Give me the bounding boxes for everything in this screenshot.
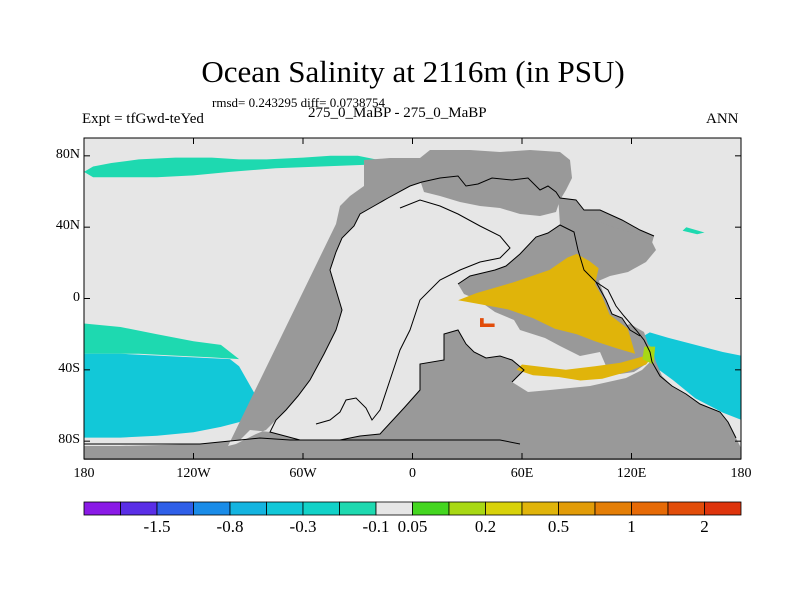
- experiment-label: Expt = tfGwd-teYed: [82, 111, 204, 127]
- coastlines: [84, 175, 737, 445]
- coastline-tethys: [457, 224, 641, 337]
- coastline-outer: [269, 175, 655, 441]
- colorbar-box: [120, 501, 158, 516]
- northern-landmass: [420, 150, 572, 216]
- salinity-regions: [84, 155, 741, 438]
- region-southeast-pacific: [640, 332, 741, 420]
- colorbar-box: [339, 501, 377, 516]
- colorbar-box: [594, 501, 632, 516]
- colorbar-box: [412, 501, 450, 516]
- stats-line: rmsd= 0.243295 diff= 0.0738754: [212, 95, 385, 110]
- colorbar-box: [266, 501, 304, 516]
- colorbar-label: -0.8: [216, 517, 244, 536]
- y-tick-label: 80S: [58, 432, 80, 448]
- period-label: 275_0_MaBP - 275_0_MaBP: [308, 105, 487, 121]
- region-north-pacific-patch: [682, 227, 705, 235]
- colorbar-label: -0.3: [289, 517, 317, 536]
- colorbar-box: [558, 501, 596, 516]
- colorbar: [83, 501, 742, 516]
- y-tick-label: 0: [73, 289, 80, 305]
- y-tick-label: 80N: [55, 146, 80, 162]
- colorbar-label: 0.2: [474, 517, 497, 536]
- colorbar-box: [83, 501, 121, 516]
- colorbar-label: 2: [700, 517, 709, 536]
- coastline-east: [595, 281, 737, 439]
- y-tick-label: 40S: [58, 360, 80, 376]
- colorbar-box: [631, 501, 669, 516]
- colorbar-label: 0.05: [397, 517, 428, 536]
- colorbar-box: [156, 501, 194, 516]
- colorbar-box: [302, 501, 340, 516]
- region-high-value-cell: [480, 318, 495, 327]
- coastline-southern: [339, 329, 525, 441]
- x-tick-label: 180: [730, 466, 752, 481]
- region-south-pacific-band: [84, 323, 240, 360]
- x-tick-label: 0: [409, 466, 416, 481]
- y-tick-label: 40N: [55, 218, 80, 234]
- x-tick-label: 60E: [510, 466, 534, 481]
- region-southern-positive-band: [516, 355, 652, 381]
- coastline-southern-base: [84, 437, 521, 445]
- region-tethys-positive-zone: [458, 253, 636, 354]
- colorbar-box: [704, 501, 742, 516]
- colorbar-box: [667, 501, 705, 516]
- colorbar-box: [448, 501, 486, 516]
- colorbar-box: [485, 501, 523, 516]
- colorbar-box: [229, 501, 267, 516]
- x-tick-label: 180: [73, 466, 95, 481]
- x-tick-label: 120E: [616, 466, 647, 481]
- region-southern-ocean: [84, 353, 267, 438]
- x-tick-label: 120W: [176, 466, 211, 481]
- colorbar-label: 1: [627, 517, 636, 536]
- colorbar-label: -1.5: [143, 517, 171, 536]
- season-label: ANN: [706, 111, 739, 127]
- colorbar-box: [193, 501, 231, 516]
- colorbar-box: [375, 501, 413, 516]
- colorbar-label: 0.5: [547, 517, 570, 536]
- colorbar-box: [521, 501, 559, 516]
- colorbar-label: -0.1: [362, 517, 390, 536]
- region-north-polar-band: [84, 155, 386, 178]
- x-tick-label: 60W: [289, 466, 317, 481]
- coastline-inner: [315, 199, 511, 425]
- axis-ticks: [83, 138, 742, 459]
- page-title: Ocean Salinity at 2116m (in PSU): [201, 54, 625, 89]
